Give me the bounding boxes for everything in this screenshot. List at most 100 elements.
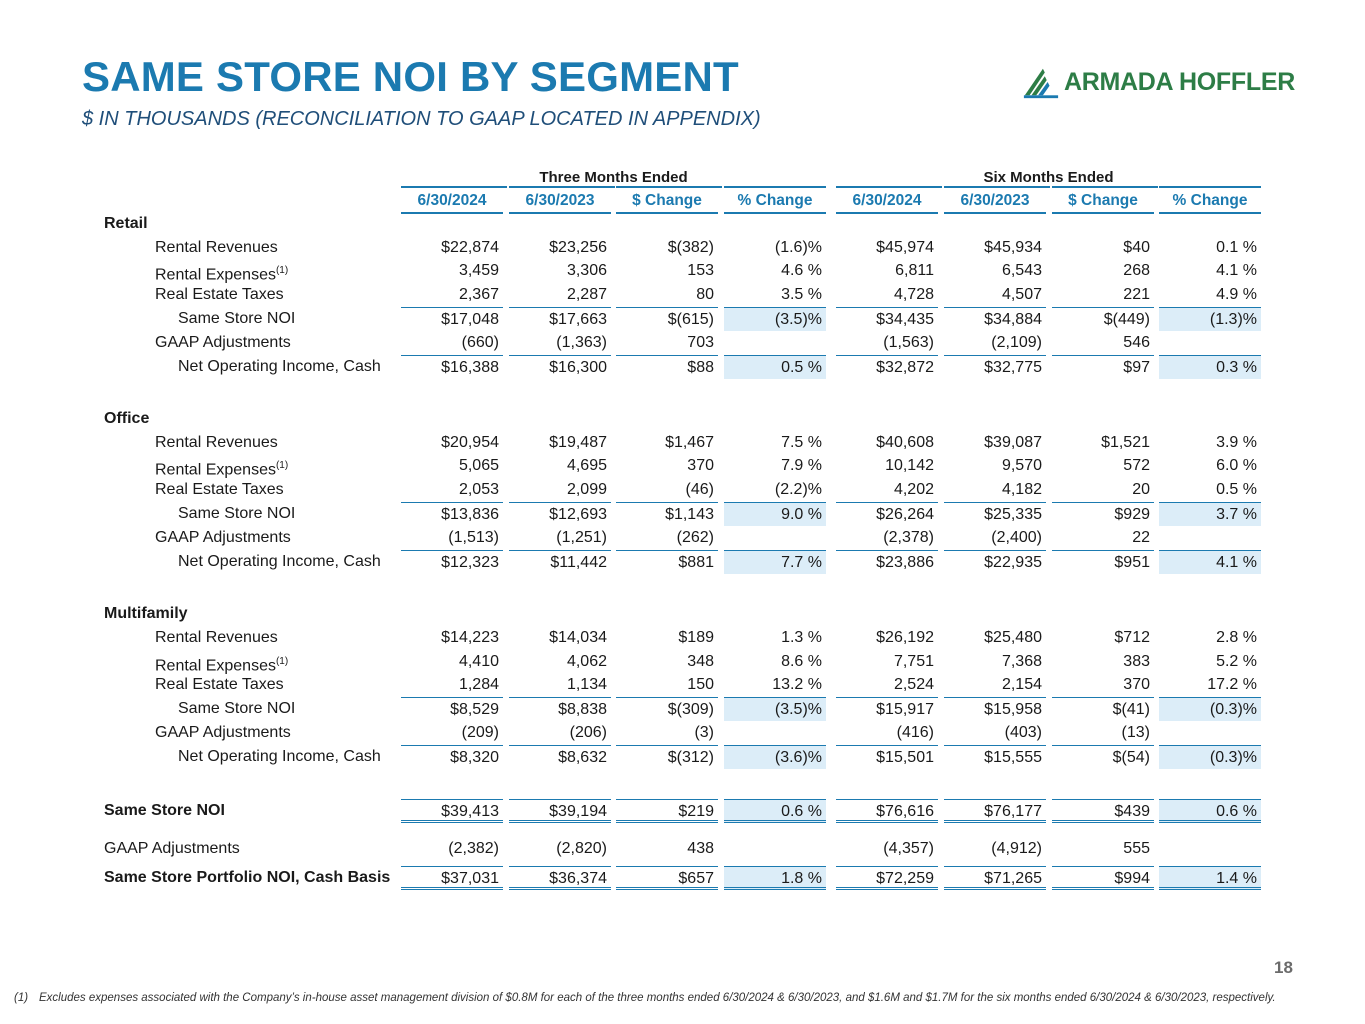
table-cell: (2,378) [883, 529, 934, 546]
row-label-text: Office [104, 410, 150, 427]
table-cell: 4,695 [566, 457, 607, 474]
column-header-rule [616, 212, 718, 214]
table-cell: $17,663 [509, 307, 611, 331]
row-label: Same Store NOI [104, 799, 225, 823]
table-cell: (3.5)% [724, 697, 826, 721]
table-cell: 370 [1123, 676, 1150, 693]
row-label: Real Estate Taxes [155, 283, 284, 307]
table-cell: (2,400) [991, 529, 1042, 546]
table-cell: (660) [461, 334, 499, 351]
table-cell: $32,872 [836, 355, 938, 379]
table-cell: 5,065 [458, 457, 499, 474]
table-cell: 0.5 % [1216, 481, 1257, 498]
table-cell: 7,751 [893, 653, 934, 670]
table-cell [1052, 602, 1154, 626]
row-label: Office [104, 407, 149, 431]
table-cell [836, 407, 938, 431]
table-cell [1159, 526, 1261, 550]
table-row: Real Estate Taxes 2,367 2,287 80 3.5 % 4,728 4… [0, 283, 1365, 307]
row-label: Net Operating Income, Cash [178, 745, 381, 769]
group-header-rule [944, 186, 1050, 188]
table-cell [724, 407, 826, 431]
table-cell: 4,182 [1001, 481, 1042, 498]
table-cell: $(54) [1052, 745, 1154, 769]
row-label: GAAP Adjustments [155, 526, 291, 550]
table-cell: $(312) [616, 745, 718, 769]
table-row: Rental Revenues $20,954 $19,487 $1,467 7.5 %… [0, 431, 1365, 455]
table-cell: 7.9 % [781, 457, 822, 474]
table-cell: 6.0 % [1216, 457, 1257, 474]
table-row: Office [0, 407, 1365, 431]
row-label-text: GAAP Adjustments [104, 840, 240, 857]
table-cell: $8,632 [509, 745, 611, 769]
table-cell: $(449) [1052, 307, 1154, 331]
table-row: Same Store NOI $39,413 $39,194 $219 0.6 % $76… [0, 799, 1365, 823]
table-cell: $39,194 [509, 799, 611, 823]
table-cell [1052, 407, 1154, 431]
table-cell [1159, 602, 1261, 626]
table-cell: 4.1 % [1159, 550, 1261, 574]
row-label: Rental Expenses(1) [155, 650, 288, 678]
table-row: Same Store Portfolio NOI, Cash Basis $37,… [0, 866, 1365, 890]
table-cell: 7.5 % [781, 434, 822, 451]
table-cell: 0.6 % [1159, 799, 1261, 823]
table-cell: $657 [616, 866, 718, 890]
table-cell [944, 407, 1046, 431]
table-cell: (2.2)% [774, 481, 822, 498]
table-cell: (262) [676, 529, 714, 546]
row-label-text: Net Operating Income, Cash [178, 553, 381, 570]
table-row: GAAP Adjustments (660) (1,363) 703 (1,563) (2… [0, 331, 1365, 355]
table-cell: $(382) [667, 239, 714, 256]
table-cell: $929 [1052, 502, 1154, 526]
row-label-text: Net Operating Income, Cash [178, 748, 381, 765]
table-cell: $45,974 [876, 239, 934, 256]
table-cell: $1,467 [665, 434, 714, 451]
table-cell [1159, 212, 1261, 236]
row-label-text: GAAP Adjustments [155, 529, 291, 546]
table-cell [616, 407, 718, 431]
table-cell: $8,838 [509, 697, 611, 721]
row-label: Real Estate Taxes [155, 673, 284, 697]
table-cell [509, 602, 611, 626]
table-cell: 370 [687, 457, 714, 474]
table-cell: (3.5)% [724, 307, 826, 331]
table-cell: 2,099 [566, 481, 607, 498]
table-cell: $25,335 [944, 502, 1046, 526]
table-cell: 555 [1123, 840, 1150, 857]
row-label: Same Store NOI [178, 697, 295, 721]
table-cell: 6,811 [895, 262, 934, 279]
row-label-text: Retail [104, 215, 148, 232]
table-cell [1159, 407, 1261, 431]
table-cell: 438 [687, 840, 714, 857]
table-cell: (1,563) [883, 334, 934, 351]
table-row: Rental Expenses(1) 3,459 3,306 153 4.6 % 6,81… [0, 259, 1365, 283]
table-cell: $71,265 [944, 866, 1046, 890]
row-label-text: Multifamily [104, 605, 188, 622]
table-cell: (403) [1004, 724, 1042, 741]
footnote-ref: (1) [275, 265, 289, 276]
column-header: 6/30/2024 [417, 192, 487, 209]
group-header: Six Months Ended [983, 169, 1114, 186]
table-cell: 7,368 [1001, 653, 1042, 670]
column-header-rule [1159, 212, 1261, 214]
table-cell: 0.6 % [724, 799, 826, 823]
group-header-rule [1052, 186, 1158, 188]
row-label: GAAP Adjustments [104, 837, 240, 861]
table-cell: $40,608 [876, 434, 934, 451]
table-cell: $219 [616, 799, 718, 823]
table-cell: $16,388 [401, 355, 503, 379]
table-cell: 2,053 [458, 481, 499, 498]
table-cell: $40 [1123, 239, 1150, 256]
table-cell: $45,934 [984, 239, 1042, 256]
table-cell: 4,507 [1001, 286, 1042, 303]
table-cell: 150 [687, 676, 714, 693]
row-label-text: GAAP Adjustments [155, 724, 291, 741]
table-cell: 4,410 [458, 653, 499, 670]
table-cell [724, 526, 826, 550]
table-cell: 2,524 [893, 676, 934, 693]
table-cell: 221 [1123, 286, 1150, 303]
footnote-ref: (1) [275, 460, 289, 471]
table-cell: $994 [1052, 866, 1154, 890]
table-cell: $22,874 [441, 239, 499, 256]
table-cell: (2,382) [448, 840, 499, 857]
